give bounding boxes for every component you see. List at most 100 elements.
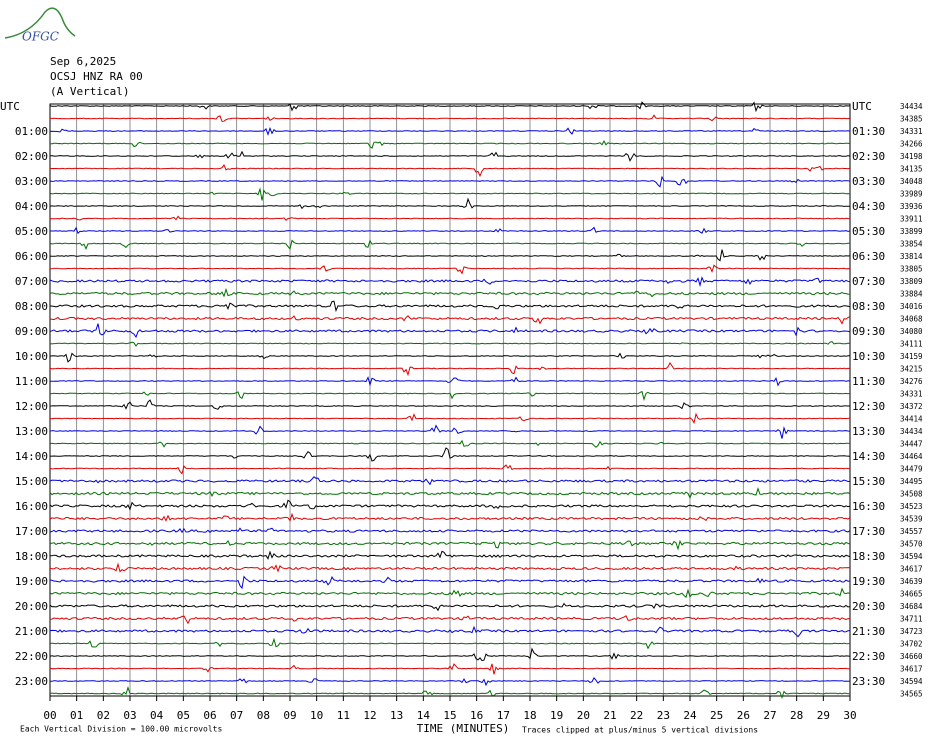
left-time-label: 10:00 xyxy=(15,350,48,363)
left-time-label: 14:00 xyxy=(15,450,48,463)
trace-count: 34331 xyxy=(900,390,923,399)
trace-count: 34557 xyxy=(900,527,923,536)
right-time-label: UTC xyxy=(852,100,872,113)
trace xyxy=(49,439,851,448)
trace-count: 33884 xyxy=(900,290,923,299)
trace xyxy=(50,390,851,402)
trace-count: 34276 xyxy=(900,377,923,386)
trace xyxy=(49,300,851,313)
x-tick-label: 25 xyxy=(710,709,723,722)
x-tick-label: 07 xyxy=(230,709,243,722)
x-tick-label: 09 xyxy=(283,709,296,722)
trace xyxy=(49,101,851,113)
right-time-label: 20:30 xyxy=(852,600,885,613)
trace-count: 34711 xyxy=(900,615,923,624)
trace xyxy=(49,663,851,675)
trace xyxy=(49,150,851,162)
left-time-label: 09:00 xyxy=(15,325,48,338)
trace-count: 33854 xyxy=(900,240,923,249)
left-time-label: 04:00 xyxy=(15,200,48,213)
left-time-label: 03:00 xyxy=(15,175,48,188)
trace-count: 33805 xyxy=(900,265,923,274)
trace-count: 34479 xyxy=(900,465,923,474)
trace xyxy=(49,140,851,149)
x-axis-title: TIME (MINUTES) xyxy=(417,722,510,735)
trace-count: 34523 xyxy=(900,502,923,511)
trace xyxy=(49,512,851,522)
x-tick-label: 18 xyxy=(523,709,536,722)
component: (A Vertical) xyxy=(50,85,129,98)
trace-count: 33899 xyxy=(900,227,923,236)
trace-count: 34372 xyxy=(900,402,923,411)
left-time-label: 19:00 xyxy=(15,575,48,588)
trace-count: 33814 xyxy=(900,252,923,261)
x-tick-label: 03 xyxy=(123,709,136,722)
left-time-label: 11:00 xyxy=(15,375,48,388)
trace xyxy=(49,114,851,122)
x-tick-label: 13 xyxy=(390,709,403,722)
right-time-label: 13:30 xyxy=(852,425,885,438)
left-time-label: 20:00 xyxy=(15,600,48,613)
left-time-label: 15:00 xyxy=(15,475,48,488)
trace-count: 34617 xyxy=(900,565,923,574)
trace-count: 34508 xyxy=(900,490,923,499)
trace xyxy=(49,677,851,687)
right-time-label: 16:30 xyxy=(852,500,885,513)
trace xyxy=(49,362,851,377)
trace xyxy=(49,424,851,439)
x-tick-label: 08 xyxy=(257,709,270,722)
x-tick-label: 27 xyxy=(763,709,776,722)
trace-count: 33911 xyxy=(900,215,923,224)
trace-count: 33809 xyxy=(900,277,923,286)
trace xyxy=(49,287,851,298)
trace-count: 34048 xyxy=(900,177,923,186)
trace xyxy=(49,376,851,387)
trace-count: 34135 xyxy=(900,165,923,174)
x-tick-label: 00 xyxy=(43,709,56,722)
x-tick-label: 17 xyxy=(497,709,510,722)
trace-count: 34434 xyxy=(900,102,923,111)
x-tick-label: 21 xyxy=(603,709,616,722)
x-tick-label: 19 xyxy=(550,709,563,722)
x-tick-label: 10 xyxy=(310,709,323,722)
x-tick-label: 24 xyxy=(683,709,697,722)
station: OCSJ HNZ RA 00 xyxy=(50,70,143,83)
clip-note: Traces clipped at plus/minus 5 vertical … xyxy=(522,726,758,735)
trace xyxy=(49,464,851,475)
left-time-label: 06:00 xyxy=(15,250,48,263)
trace-count: 34447 xyxy=(900,440,923,449)
right-time-label: 15:30 xyxy=(852,475,885,488)
trace-count: 34702 xyxy=(900,640,923,649)
trace xyxy=(49,341,851,347)
trace-count: 34723 xyxy=(900,627,923,636)
trace xyxy=(49,637,851,650)
trace xyxy=(49,575,851,590)
right-time-label: 08:30 xyxy=(852,300,885,313)
trace-count: 34080 xyxy=(900,327,923,336)
right-time-label: 10:30 xyxy=(852,350,885,363)
x-tick-label: 02 xyxy=(97,709,110,722)
trace-count: 34464 xyxy=(900,452,923,461)
trace-count: 34495 xyxy=(900,477,923,486)
x-tick-label: 01 xyxy=(70,709,83,722)
trace xyxy=(49,399,850,410)
trace-count: 34539 xyxy=(900,515,923,524)
trace-count: 34385 xyxy=(900,115,923,124)
trace-count: 34111 xyxy=(900,340,923,349)
trace xyxy=(49,487,851,499)
trace xyxy=(50,550,851,560)
x-tick-label: 12 xyxy=(363,709,376,722)
right-time-label: 03:30 xyxy=(852,175,885,188)
trace-count: 34215 xyxy=(900,365,923,374)
scale-note: Each Vertical Division = 100.00 microvol… xyxy=(20,725,222,734)
trace xyxy=(49,562,851,573)
trace-count: 34068 xyxy=(900,315,923,324)
right-time-label: 01:30 xyxy=(852,125,885,138)
x-tick-label: 16 xyxy=(470,709,483,722)
trace xyxy=(49,276,851,288)
x-tick-label: 05 xyxy=(177,709,190,722)
trace xyxy=(49,175,851,188)
plot-frame xyxy=(49,103,851,697)
x-tick-label: 14 xyxy=(417,709,431,722)
